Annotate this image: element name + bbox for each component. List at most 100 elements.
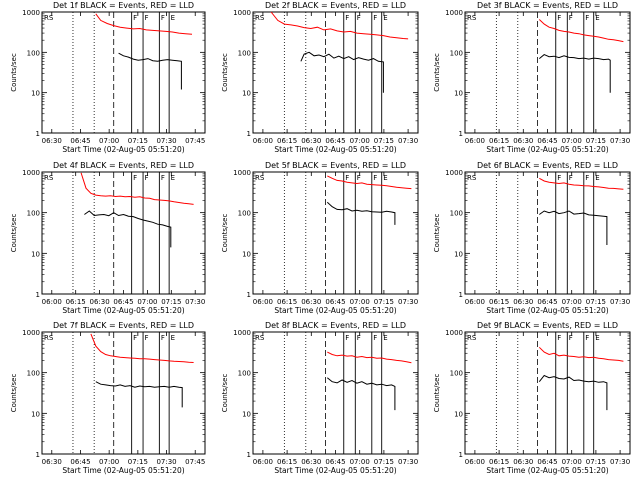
x-axis-label: Start Time (02-Aug-05 05:51:20) bbox=[486, 306, 608, 315]
x-tick-label: 06:45 bbox=[325, 298, 345, 306]
x-tick-label: 07:00 bbox=[350, 458, 370, 466]
plot-frame bbox=[41, 11, 206, 134]
y-tick-label: 1000 bbox=[445, 329, 463, 337]
y-tick-label: 10 bbox=[31, 90, 40, 98]
y-tick-label: 1 bbox=[459, 130, 463, 138]
y-tick-label: 10 bbox=[242, 250, 251, 258]
lld-series-line bbox=[95, 13, 193, 35]
flag-label: F bbox=[357, 174, 361, 182]
plot-frame bbox=[464, 171, 631, 295]
x-tick-label: 07:30 bbox=[156, 458, 176, 466]
plot-frame bbox=[464, 331, 631, 455]
x-tick-label: 07:15 bbox=[374, 298, 394, 306]
x-tick-label: 07:30 bbox=[610, 458, 630, 466]
x-tick-label: 07:30 bbox=[610, 298, 630, 306]
flag-label: F bbox=[569, 14, 573, 22]
y-axis-label: Counts/sec bbox=[221, 53, 229, 92]
x-tick-label: 06:00 bbox=[465, 137, 485, 145]
x-tick-label: 07:15 bbox=[128, 137, 148, 145]
x-tick-label: 06:15 bbox=[489, 137, 509, 145]
lld-series-line bbox=[539, 177, 624, 190]
y-tick-label: 100 bbox=[238, 210, 251, 218]
x-tick-label: 07:30 bbox=[398, 298, 418, 306]
x-tick-label: 07:30 bbox=[398, 137, 418, 145]
flag-label: E bbox=[595, 174, 599, 182]
x-tick-label: 06:30 bbox=[301, 458, 321, 466]
lld-series-line bbox=[538, 19, 624, 43]
x-tick-label: 06:45 bbox=[70, 137, 90, 145]
x-tick-label: 06:45 bbox=[70, 458, 90, 466]
lld-series-line bbox=[327, 175, 412, 190]
flag-label: F bbox=[161, 334, 165, 342]
x-axis-label: Start Time (02-Aug-05 05:51:20) bbox=[62, 145, 184, 154]
panel-det-1: Det 1f BLACK = Events, RED = LLD 1 10 100 10… bbox=[10, 1, 206, 154]
flag-label: F bbox=[133, 174, 137, 182]
y-tick-label: 1 bbox=[36, 291, 40, 299]
flag-label: F bbox=[585, 14, 589, 22]
flag-label: F bbox=[373, 174, 377, 182]
panel-det-9: Det 9f BLACK = Events, RED = LLD 1 10 100 10… bbox=[433, 321, 631, 475]
flag-label: F bbox=[569, 174, 573, 182]
y-tick-label: 1000 bbox=[233, 329, 251, 337]
panel-det-5: Det 5f BLACK = Events, RED = LLD 1 10 100 10… bbox=[221, 161, 419, 315]
y-tick-label: 100 bbox=[27, 49, 40, 57]
x-tick-label: 06:00 bbox=[253, 298, 273, 306]
flag-label: E bbox=[595, 14, 599, 22]
x-tick-label: 06:15 bbox=[277, 298, 297, 306]
x-tick-label: 07:45 bbox=[185, 137, 205, 145]
events-series-line bbox=[95, 381, 183, 408]
x-tick-label: 06:30 bbox=[513, 298, 533, 306]
events-series-line bbox=[326, 201, 396, 225]
y-tick-label: 100 bbox=[450, 210, 463, 218]
y-tick-label: 100 bbox=[238, 370, 251, 378]
x-tick-label: 06:15 bbox=[489, 458, 509, 466]
events-series-line bbox=[300, 51, 384, 93]
x-tick-label: 07:15 bbox=[586, 137, 606, 145]
x-tick-label: 07:00 bbox=[137, 298, 157, 306]
flag-label: F bbox=[585, 334, 589, 342]
y-tick-label: 10 bbox=[242, 90, 251, 98]
y-tick-label: 10 bbox=[31, 250, 40, 258]
panel-det-4: Det 4f BLACK = Events, RED = LLD 1 10 100 10… bbox=[10, 161, 206, 315]
x-tick-label: 06:00 bbox=[42, 298, 62, 306]
x-tick-label: 07:00 bbox=[350, 137, 370, 145]
y-tick-label: 10 bbox=[454, 250, 463, 258]
corner-marker: RS bbox=[255, 174, 265, 182]
y-tick-label: 1000 bbox=[22, 169, 40, 177]
lld-series-line bbox=[327, 351, 412, 364]
x-tick-label: 07:00 bbox=[99, 458, 119, 466]
y-tick-label: 1 bbox=[459, 291, 463, 299]
flag-label: E bbox=[171, 334, 175, 342]
lld-series-line bbox=[270, 11, 409, 40]
panel-title: Det 6f BLACK = Events, RED = LLD bbox=[477, 161, 618, 170]
panel-title: Det 4f BLACK = Events, RED = LLD bbox=[53, 161, 194, 170]
x-axis-label: Start Time (02-Aug-05 05:51:20) bbox=[486, 145, 608, 154]
events-series-line bbox=[538, 374, 608, 411]
x-tick-label: 06:30 bbox=[513, 458, 533, 466]
x-tick-label: 06:15 bbox=[66, 298, 86, 306]
panel-det-8: Det 8f BLACK = Events, RED = LLD 1 10 100 10… bbox=[221, 321, 419, 475]
flag-label: F bbox=[357, 334, 361, 342]
x-tick-label: 06:45 bbox=[537, 137, 557, 145]
x-tick-label: 06:30 bbox=[301, 137, 321, 145]
x-tick-label: 06:00 bbox=[253, 137, 273, 145]
flag-label: F bbox=[345, 174, 349, 182]
x-tick-label: 06:30 bbox=[42, 137, 62, 145]
flag-label: E bbox=[171, 174, 175, 182]
y-tick-label: 10 bbox=[242, 410, 251, 418]
flag-label: F bbox=[557, 174, 561, 182]
y-tick-label: 1 bbox=[247, 451, 251, 459]
lld-series-line bbox=[80, 172, 194, 205]
y-tick-label: 1 bbox=[247, 130, 251, 138]
x-tick-label: 07:15 bbox=[374, 137, 394, 145]
x-tick-label: 06:15 bbox=[277, 137, 297, 145]
corner-marker: RS bbox=[44, 334, 54, 342]
events-series-line bbox=[538, 54, 611, 93]
flag-label: F bbox=[373, 14, 377, 22]
flag-label: E bbox=[171, 14, 175, 22]
flag-label: F bbox=[133, 14, 137, 22]
lld-series-line bbox=[90, 333, 194, 363]
corner-marker: RS bbox=[255, 334, 265, 342]
x-tick-label: 06:30 bbox=[513, 137, 533, 145]
corner-marker: RS bbox=[467, 334, 477, 342]
